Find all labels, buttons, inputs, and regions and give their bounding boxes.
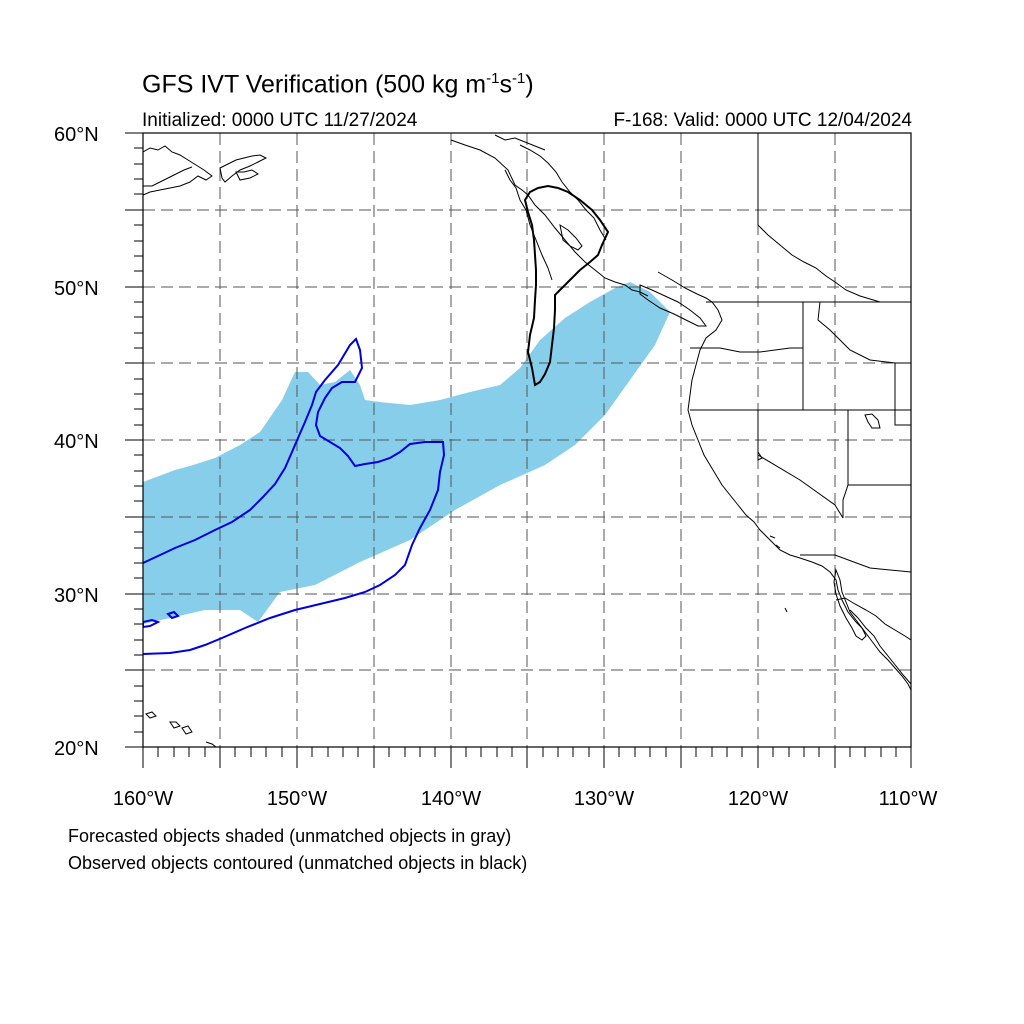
us-west-coastline [657,271,911,691]
coastlines [143,133,911,747]
observed-legend-note: Observed objects contoured (unmatched ob… [68,853,528,873]
lon-label-140w: 140°W [421,788,481,810]
map-title: GFS IVT Verification (500 kg m-1s-1) [142,70,534,99]
vancouver-island [639,284,707,327]
lon-ticks [142,747,912,768]
lat-label-30n: 30°N [54,585,99,607]
lat-label-50n: 50°N [54,278,99,300]
lat-label-20n: 20°N [54,738,99,760]
state-borders [690,301,911,573]
forecast-ivt-object [143,282,670,624]
lat-label-40n: 40°N [54,431,99,453]
bc-coastline [450,139,649,297]
valid-time: F-168: Valid: 0000 UTC 12/04/2024 [613,110,912,131]
lon-label-160w: 160°W [113,788,173,810]
forecast-legend-note: Forecasted objects shaded (unmatched obj… [68,826,512,846]
observed-matched-contour [143,337,446,655]
lon-label-120w: 120°W [728,788,788,810]
graticule [143,133,911,747]
initialized-time: Initialized: 0000 UTC 11/27/2024 [142,110,418,131]
observed-unmatched-contour [523,184,610,387]
observed-matched-contour-small [143,610,180,629]
baja-california [833,568,867,641]
hawaii-islands [145,711,217,747]
alaska-coastline [143,145,213,196]
lon-label-150w: 150°W [267,788,327,810]
lat-ticks [125,132,143,748]
lon-label-130w: 130°W [574,788,634,810]
lon-label-110w: 110°W [879,788,938,810]
lat-label-60n: 60°N [54,124,99,146]
